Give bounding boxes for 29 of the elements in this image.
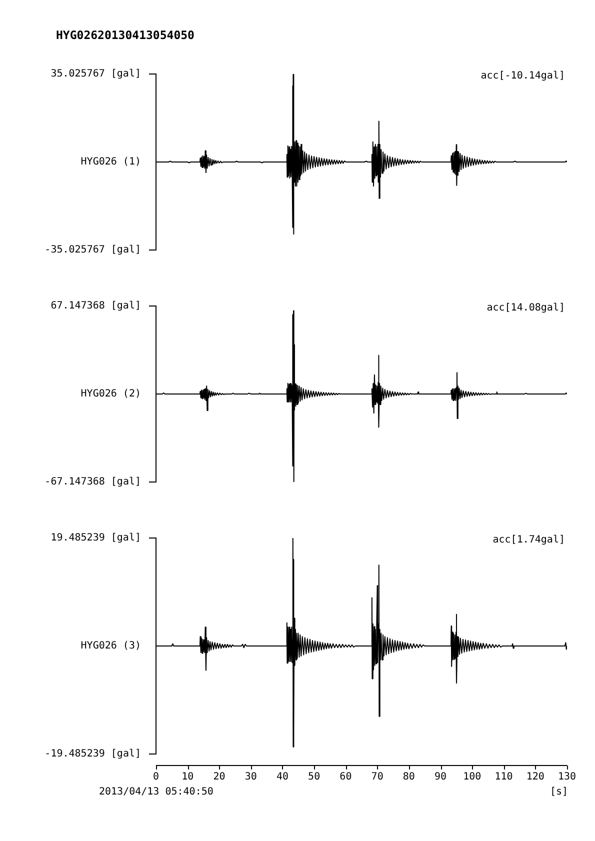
annotation: acc[1.74gal]: [492, 534, 565, 546]
x-tick-label: 100: [463, 772, 482, 783]
x-tick-label: 130: [558, 772, 576, 783]
x-tick-label: 110: [494, 772, 513, 783]
y-tick-label: -67.147368 [gal]: [44, 476, 141, 488]
y-axis-title: HYG026 (1): [80, 156, 141, 168]
x-tick-label: 70: [371, 772, 384, 783]
x-axis-title: [s]: [550, 786, 568, 798]
x-tick-label: 50: [308, 772, 320, 783]
annotation: acc[-10.14gal]: [480, 70, 565, 82]
y-tick-label: -35.025767 [gal]: [44, 244, 141, 256]
text: 2013/04/13 05:40:50: [99, 786, 214, 798]
x-tick-label: 80: [402, 772, 415, 783]
y-tick-label: 67.147368 [gal]: [50, 300, 141, 312]
x-tick-label: 20: [213, 772, 226, 783]
x-tick-label: 120: [526, 772, 544, 783]
y-tick-label: 19.485239 [gal]: [50, 532, 141, 544]
x-tick-label: 30: [244, 772, 257, 783]
y-tick-label: 35.025767 [gal]: [50, 68, 141, 80]
chart-title: HYG02620130413054050: [56, 28, 194, 42]
x-tick-label: 0: [152, 772, 160, 783]
y-axis-title: HYG026 (3): [80, 640, 141, 652]
annotation: acc[14.08gal]: [486, 302, 565, 314]
x-tick-label: 40: [276, 772, 288, 783]
y-tick-label: -19.485239 [gal]: [44, 748, 141, 760]
y-axis-title: HYG026 (2): [80, 388, 141, 400]
x-tick-label: 90: [434, 772, 447, 783]
x-tick-label: 10: [182, 772, 194, 783]
x-tick-label: 60: [340, 772, 352, 783]
